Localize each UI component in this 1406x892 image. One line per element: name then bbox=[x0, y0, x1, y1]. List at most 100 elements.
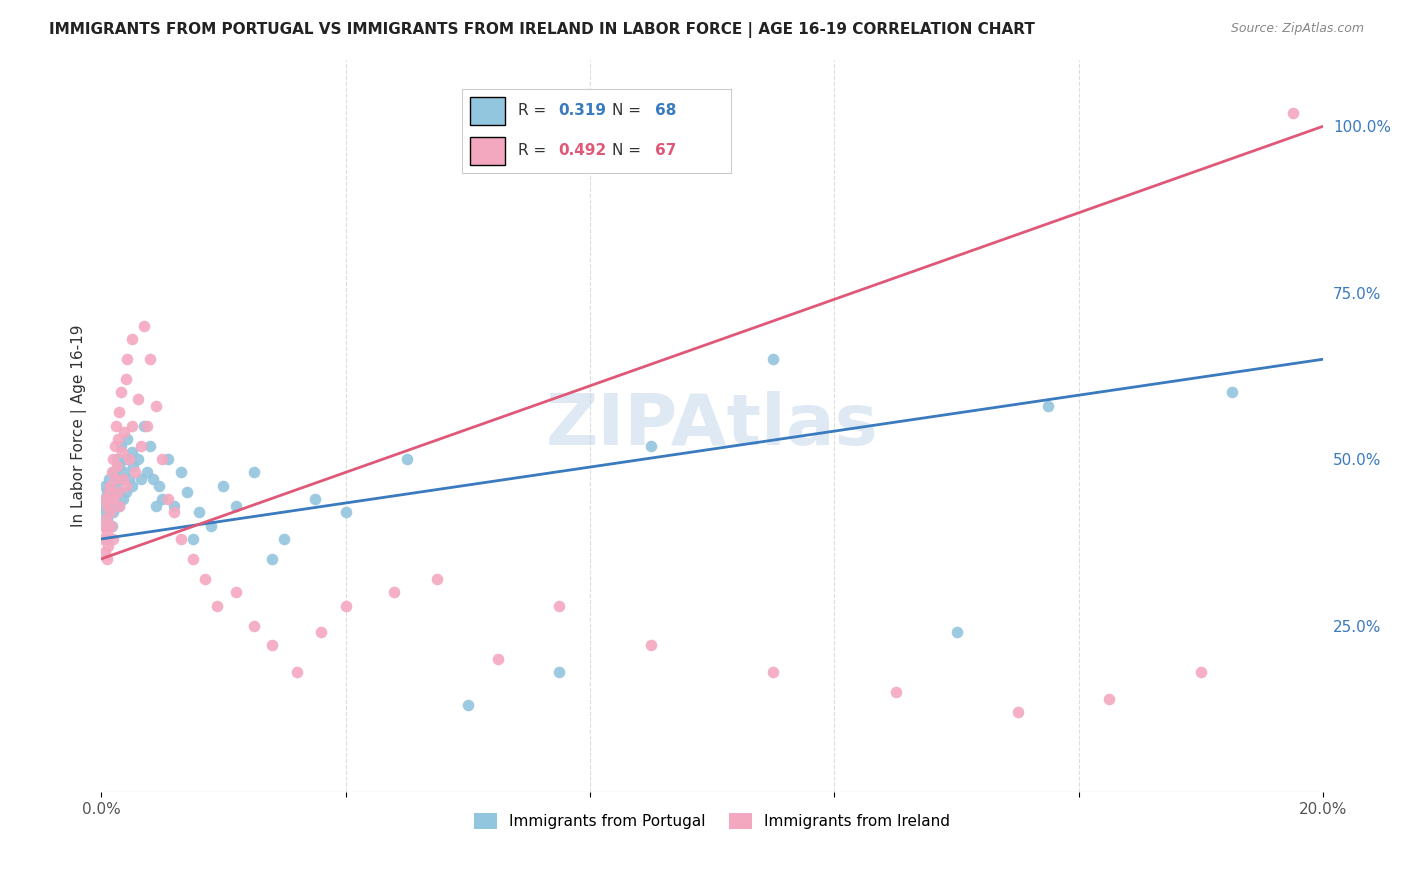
Point bbox=[262, 639, 284, 653]
Point bbox=[395, 452, 418, 467]
Point bbox=[94, 545, 117, 559]
Point bbox=[169, 466, 191, 480]
Point bbox=[98, 505, 121, 519]
Point bbox=[105, 458, 128, 473]
Point bbox=[94, 479, 117, 493]
Point bbox=[103, 491, 125, 506]
Point bbox=[108, 405, 131, 419]
Point bbox=[157, 491, 180, 506]
Point bbox=[225, 499, 247, 513]
Point bbox=[384, 585, 406, 599]
Point bbox=[108, 499, 131, 513]
Point bbox=[285, 665, 308, 679]
Point bbox=[115, 352, 138, 367]
Point bbox=[105, 452, 128, 467]
Point bbox=[103, 466, 125, 480]
Point bbox=[107, 472, 129, 486]
Point bbox=[1038, 399, 1060, 413]
Point bbox=[207, 599, 229, 613]
Point bbox=[127, 452, 149, 467]
Point bbox=[98, 472, 121, 486]
Legend: Immigrants from Portugal, Immigrants from Ireland: Immigrants from Portugal, Immigrants fro… bbox=[468, 807, 956, 836]
Point bbox=[97, 539, 120, 553]
Point bbox=[107, 485, 129, 500]
Point bbox=[426, 572, 449, 586]
Point bbox=[548, 599, 571, 613]
Point bbox=[115, 432, 138, 446]
Point bbox=[121, 418, 143, 433]
Point bbox=[163, 505, 186, 519]
Point bbox=[107, 485, 129, 500]
Point bbox=[187, 505, 209, 519]
Point bbox=[108, 458, 131, 473]
Point bbox=[139, 352, 162, 367]
Point bbox=[104, 479, 127, 493]
Point bbox=[114, 372, 136, 386]
Point bbox=[103, 491, 125, 506]
Text: IMMIGRANTS FROM PORTUGAL VS IMMIGRANTS FROM IRELAND IN LABOR FORCE | AGE 16-19 C: IMMIGRANTS FROM PORTUGAL VS IMMIGRANTS F… bbox=[49, 22, 1035, 38]
Text: Source: ZipAtlas.com: Source: ZipAtlas.com bbox=[1230, 22, 1364, 36]
Point bbox=[200, 518, 222, 533]
Point bbox=[309, 625, 332, 640]
Point bbox=[101, 499, 124, 513]
Point bbox=[104, 472, 127, 486]
Text: ZIPAtlas: ZIPAtlas bbox=[546, 392, 879, 460]
Point bbox=[150, 491, 173, 506]
Point bbox=[132, 318, 155, 333]
Point bbox=[194, 572, 217, 586]
Point bbox=[486, 652, 509, 666]
Point bbox=[96, 552, 118, 566]
Point bbox=[94, 518, 117, 533]
Point bbox=[112, 466, 135, 480]
Point bbox=[96, 499, 118, 513]
Point bbox=[262, 552, 284, 566]
Point bbox=[96, 485, 118, 500]
Point bbox=[111, 491, 134, 506]
Point bbox=[101, 532, 124, 546]
Point bbox=[273, 532, 295, 546]
Point bbox=[139, 439, 162, 453]
Point bbox=[124, 466, 146, 480]
Point bbox=[114, 479, 136, 493]
Point bbox=[105, 418, 128, 433]
Point bbox=[100, 518, 122, 533]
Point bbox=[148, 479, 170, 493]
Point bbox=[181, 532, 204, 546]
Point bbox=[150, 452, 173, 467]
Point bbox=[335, 599, 357, 613]
Point bbox=[98, 491, 121, 506]
Y-axis label: In Labor Force | Age 16-19: In Labor Force | Age 16-19 bbox=[72, 325, 87, 527]
Point bbox=[181, 552, 204, 566]
Point bbox=[97, 499, 120, 513]
Point bbox=[163, 499, 186, 513]
Point bbox=[243, 618, 266, 632]
Point bbox=[136, 418, 159, 433]
Point bbox=[335, 505, 357, 519]
Point bbox=[94, 499, 117, 513]
Point bbox=[98, 479, 121, 493]
Point bbox=[457, 698, 479, 713]
Point bbox=[304, 491, 326, 506]
Point bbox=[94, 491, 117, 506]
Point bbox=[1189, 665, 1212, 679]
Point bbox=[145, 499, 167, 513]
Point bbox=[122, 458, 145, 473]
Point bbox=[121, 332, 143, 346]
Point bbox=[548, 665, 571, 679]
Point bbox=[762, 665, 785, 679]
Point bbox=[117, 452, 139, 467]
Point bbox=[110, 439, 132, 453]
Point bbox=[108, 499, 131, 513]
Point bbox=[136, 466, 159, 480]
Point bbox=[107, 432, 129, 446]
Point bbox=[110, 385, 132, 400]
Point bbox=[129, 472, 152, 486]
Point bbox=[112, 425, 135, 440]
Point bbox=[212, 479, 235, 493]
Point bbox=[1098, 691, 1121, 706]
Point bbox=[1281, 106, 1303, 120]
Point bbox=[243, 466, 266, 480]
Point bbox=[1007, 705, 1029, 719]
Point bbox=[132, 418, 155, 433]
Point bbox=[129, 439, 152, 453]
